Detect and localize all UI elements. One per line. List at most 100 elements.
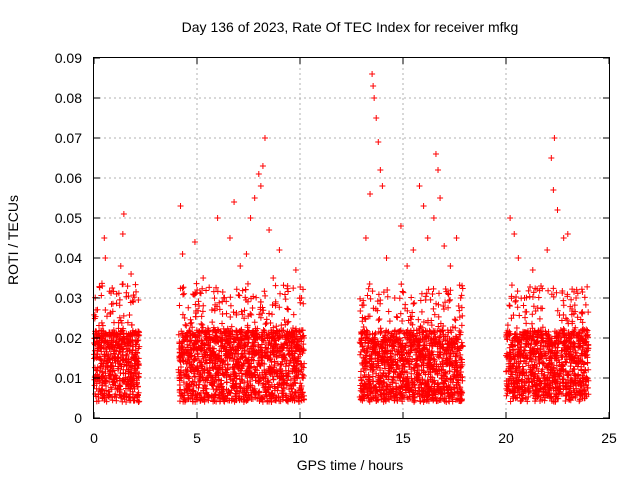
- data-point: [371, 336, 377, 343]
- data-point: [387, 356, 394, 363]
- data-point: [218, 338, 225, 345]
- data-point: [374, 388, 381, 395]
- data-point: [199, 285, 206, 292]
- data-point: [425, 335, 432, 342]
- data-point: [535, 350, 542, 357]
- data-point: [230, 358, 237, 365]
- data-point: [95, 398, 102, 405]
- data-point: [392, 369, 399, 376]
- data-point: [507, 351, 514, 358]
- data-point: [108, 289, 115, 296]
- data-point: [257, 349, 264, 356]
- data-point: [270, 376, 277, 383]
- data-point: [451, 344, 458, 351]
- data-point: [384, 293, 391, 300]
- data-point: [450, 384, 457, 391]
- data-point: [557, 338, 564, 345]
- data-point: [118, 363, 125, 370]
- data-point: [274, 344, 281, 351]
- data-point: [130, 391, 137, 398]
- data-point: [91, 341, 98, 348]
- data-point: [576, 343, 583, 350]
- data-point: [101, 352, 108, 359]
- data-point: [400, 289, 407, 296]
- data-point: [375, 139, 382, 145]
- data-point: [440, 380, 447, 387]
- data-point: [252, 390, 259, 397]
- data-point: [194, 286, 201, 293]
- data-point: [529, 311, 536, 318]
- data-point: [375, 291, 382, 298]
- data-point: [545, 382, 552, 389]
- data-point: [453, 381, 460, 388]
- data-point: [238, 396, 245, 403]
- data-point: [291, 392, 298, 399]
- data-point: [524, 330, 531, 337]
- data-point: [278, 361, 285, 368]
- data-point: [548, 291, 555, 298]
- data-point: [362, 316, 369, 323]
- data-point: [530, 303, 537, 310]
- data-point: [206, 370, 213, 377]
- data-point: [410, 333, 417, 340]
- data-point: [265, 379, 272, 386]
- data-point: [446, 367, 453, 374]
- data-point: [261, 327, 268, 334]
- data-point: [540, 348, 547, 355]
- data-point: [179, 311, 186, 318]
- data-point: [230, 383, 237, 390]
- data-point: [583, 390, 590, 397]
- data-point: [420, 337, 427, 344]
- data-point: [197, 290, 204, 297]
- data-point: [177, 392, 184, 399]
- data-point: [101, 397, 108, 404]
- data-point: [214, 369, 221, 376]
- data-point: [537, 342, 544, 349]
- data-point: [504, 382, 511, 389]
- data-point: [558, 317, 565, 324]
- data-point: [242, 329, 249, 336]
- data-point: [539, 324, 546, 331]
- data-point: [427, 328, 434, 335]
- data-point: [573, 385, 580, 392]
- data-point: [224, 366, 231, 373]
- data-point: [450, 335, 457, 342]
- data-point: [533, 377, 540, 384]
- data-point: [371, 349, 378, 356]
- data-point: [577, 379, 584, 386]
- data-point: [435, 313, 442, 320]
- data-point: [258, 357, 265, 364]
- data-point: [395, 348, 402, 355]
- data-point: [458, 292, 465, 299]
- data-point: [364, 345, 371, 352]
- data-point: [218, 330, 225, 337]
- data-point: [291, 397, 298, 404]
- data-point: [134, 331, 141, 338]
- data-point: [186, 352, 193, 359]
- data-point: [122, 391, 129, 398]
- data-point: [446, 384, 453, 391]
- data-point: [244, 298, 251, 305]
- data-point: [534, 305, 541, 312]
- data-point: [284, 305, 291, 312]
- data-point: [232, 380, 239, 387]
- data-point: [421, 345, 428, 352]
- data-point: [564, 293, 571, 300]
- data-point: [445, 390, 452, 397]
- data-point: [186, 374, 193, 381]
- data-point: [267, 395, 274, 402]
- data-point: [211, 397, 218, 404]
- data-point: [227, 354, 234, 361]
- data-point: [403, 329, 410, 336]
- data-point: [281, 316, 288, 323]
- data-point: [435, 290, 442, 297]
- data-point: [413, 332, 420, 339]
- data-point: [531, 373, 538, 380]
- data-point: [217, 337, 224, 344]
- data-point: [524, 375, 531, 382]
- plot-border: [93, 57, 610, 419]
- data-point: [261, 288, 268, 295]
- y-tick-label: 0.01: [55, 370, 82, 386]
- data-point: [515, 351, 522, 358]
- data-point: [289, 352, 296, 359]
